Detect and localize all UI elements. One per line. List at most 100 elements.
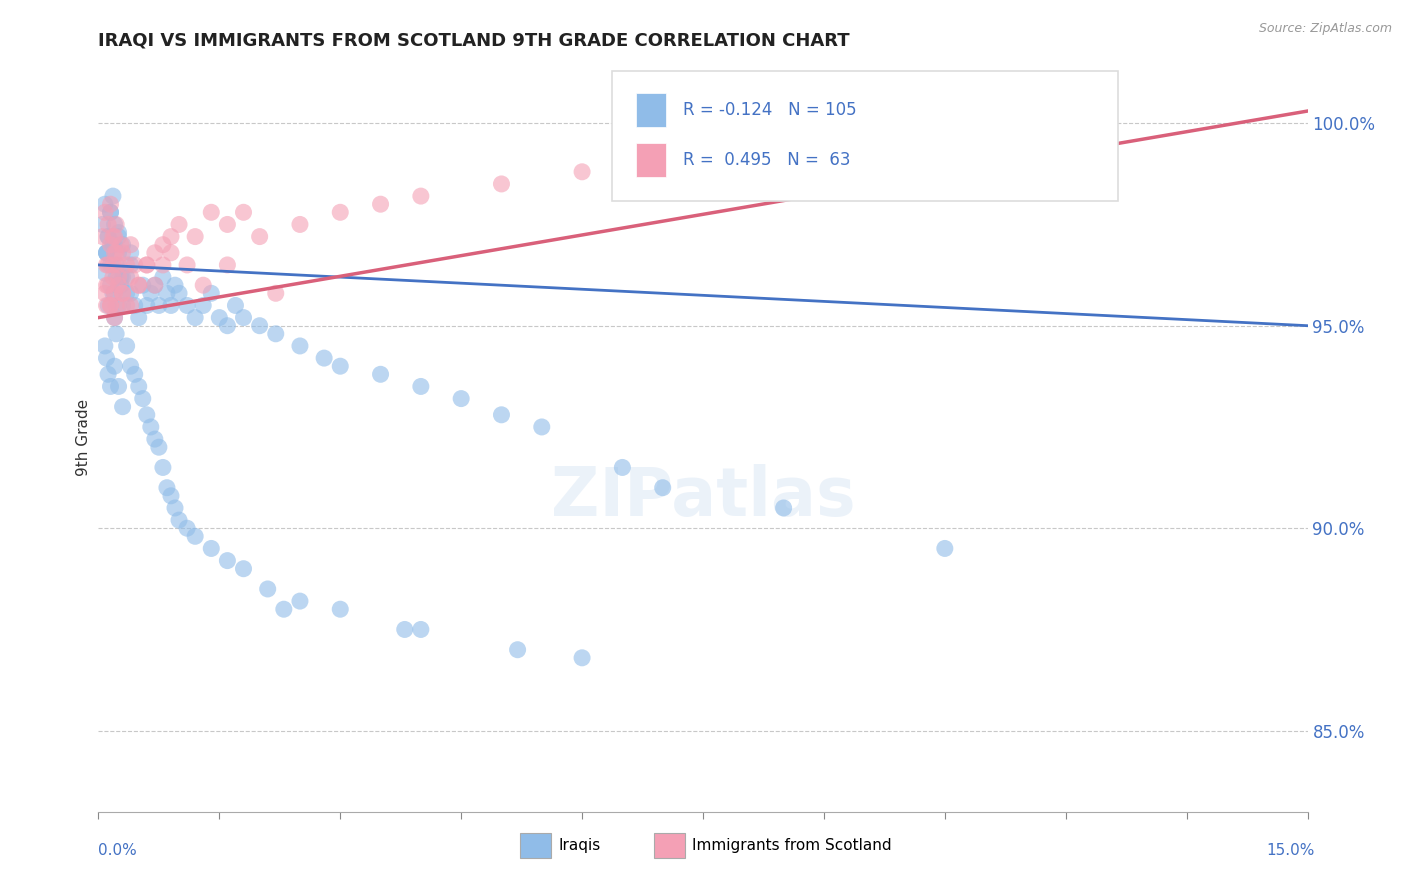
Point: [217, 258, 239, 272]
Point: [163, 500, 186, 515]
Point: [208, 310, 231, 325]
Point: [120, 258, 142, 272]
Text: 15.0%: 15.0%: [1267, 843, 1315, 858]
Y-axis label: 9th Grade: 9th Grade: [76, 399, 91, 475]
Point: [97, 229, 120, 244]
Point: [94, 339, 117, 353]
Text: ZIPatlas: ZIPatlas: [551, 464, 855, 530]
Point: [101, 237, 124, 252]
Point: [94, 197, 117, 211]
Point: [96, 245, 118, 260]
Point: [105, 270, 128, 285]
Point: [612, 460, 634, 475]
Point: [934, 541, 956, 556]
Point: [160, 489, 183, 503]
Point: [120, 359, 142, 374]
Point: [120, 286, 142, 301]
Point: [256, 582, 278, 596]
Point: [139, 420, 162, 434]
Point: [97, 298, 120, 312]
Point: [96, 258, 118, 272]
Point: [156, 481, 179, 495]
Point: [115, 339, 138, 353]
Point: [314, 351, 336, 365]
Point: [139, 286, 162, 301]
Point: [288, 218, 311, 232]
Point: [167, 286, 190, 301]
Point: [115, 286, 138, 301]
Text: Iraqis: Iraqis: [558, 838, 600, 853]
Point: [103, 245, 125, 260]
Point: [115, 298, 138, 312]
Point: [111, 245, 134, 260]
Point: [264, 286, 287, 301]
Point: [96, 245, 118, 260]
Point: [135, 298, 157, 312]
Point: [152, 270, 174, 285]
Point: [224, 298, 246, 312]
Point: [329, 205, 352, 219]
Point: [160, 245, 183, 260]
Point: [135, 258, 157, 272]
Point: [107, 245, 129, 260]
Point: [288, 339, 311, 353]
Point: [107, 298, 129, 312]
Point: [120, 237, 142, 252]
Point: [167, 513, 190, 527]
Point: [160, 298, 183, 312]
Point: [103, 359, 125, 374]
Point: [143, 278, 166, 293]
Point: [103, 229, 125, 244]
Point: [100, 379, 122, 393]
Point: [105, 298, 128, 312]
Point: [370, 368, 392, 382]
Point: [103, 218, 125, 232]
Point: [506, 642, 529, 657]
Point: [409, 189, 432, 203]
Point: [176, 258, 198, 272]
Point: [94, 205, 117, 219]
Point: [100, 205, 122, 219]
Point: [107, 229, 129, 244]
Point: [200, 541, 222, 556]
Point: [167, 218, 190, 232]
Point: [571, 165, 593, 179]
Point: [100, 197, 122, 211]
Point: [103, 237, 125, 252]
Point: [176, 521, 198, 535]
Point: [94, 286, 117, 301]
Point: [100, 298, 122, 312]
Point: [91, 229, 114, 244]
Point: [110, 270, 132, 285]
Point: [163, 278, 186, 293]
Point: [96, 298, 118, 312]
Point: [135, 258, 157, 272]
Point: [120, 245, 142, 260]
Point: [111, 400, 134, 414]
Point: [100, 278, 122, 293]
Point: [128, 278, 150, 293]
Point: [96, 351, 118, 365]
Point: [152, 258, 174, 272]
Point: [128, 278, 150, 293]
Point: [160, 229, 183, 244]
Point: [111, 270, 134, 285]
Point: [143, 432, 166, 446]
Point: [111, 286, 134, 301]
Point: [124, 368, 146, 382]
Point: [107, 270, 129, 285]
Point: [135, 408, 157, 422]
Point: [96, 245, 118, 260]
Point: [132, 392, 155, 406]
Point: [110, 237, 132, 252]
Point: [394, 623, 416, 637]
Point: [103, 310, 125, 325]
Point: [176, 298, 198, 312]
Point: [103, 286, 125, 301]
Point: [103, 310, 125, 325]
Point: [128, 310, 150, 325]
Point: [217, 218, 239, 232]
Point: [148, 440, 170, 454]
Point: [100, 258, 122, 272]
Point: [156, 286, 179, 301]
